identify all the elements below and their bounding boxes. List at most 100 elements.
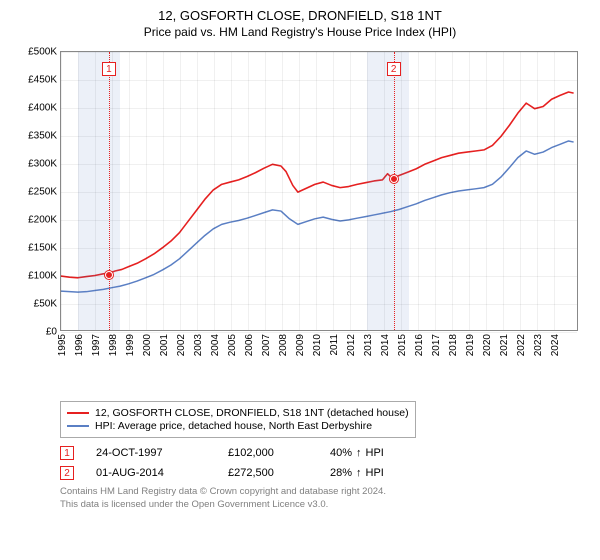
- y-axis-label: £500K: [28, 47, 57, 58]
- sale-date: 24-OCT-1997: [96, 447, 206, 459]
- y-axis-label: £250K: [28, 187, 57, 198]
- sale-marker-box: 2: [387, 62, 401, 76]
- x-axis-label: 2016: [414, 334, 425, 356]
- sale-marker-dot: [105, 271, 113, 279]
- gridline-v: [112, 52, 113, 330]
- x-axis-label: 1997: [91, 334, 102, 356]
- x-axis-label: 1996: [74, 334, 85, 356]
- x-axis-label: 2005: [227, 334, 238, 356]
- gridline-h: [61, 276, 577, 277]
- y-axis-label: £100K: [28, 271, 57, 282]
- x-axis-label: 2023: [533, 334, 544, 356]
- x-axis-label: 2020: [482, 334, 493, 356]
- gridline-v: [367, 52, 368, 330]
- footer-attribution: Contains HM Land Registry data © Crown c…: [60, 486, 590, 512]
- gridline-h: [61, 80, 577, 81]
- gridline-v: [197, 52, 198, 330]
- legend: 12, GOSFORTH CLOSE, DRONFIELD, S18 1NT (…: [60, 401, 416, 438]
- arrow-up-icon: ↑: [356, 467, 362, 479]
- sale-price: £102,000: [228, 447, 308, 459]
- legend-label: 12, GOSFORTH CLOSE, DRONFIELD, S18 1NT (…: [95, 407, 409, 419]
- footer-line-1: Contains HM Land Registry data © Crown c…: [60, 486, 590, 499]
- gridline-h: [61, 248, 577, 249]
- x-axis-label: 2003: [193, 334, 204, 356]
- gridline-v: [282, 52, 283, 330]
- x-axis-label: 2013: [363, 334, 374, 356]
- x-axis-label: 2021: [499, 334, 510, 356]
- gridline-v: [299, 52, 300, 330]
- gridline-v: [333, 52, 334, 330]
- gridline-v: [214, 52, 215, 330]
- sale-marker-dot: [390, 175, 398, 183]
- gridline-h: [61, 52, 577, 53]
- chart-container: 12, GOSFORTH CLOSE, DRONFIELD, S18 1NT P…: [0, 0, 600, 560]
- y-axis-label: £150K: [28, 243, 57, 254]
- gridline-v: [384, 52, 385, 330]
- sales-table: 124-OCT-1997£102,00040% ↑ HPI201-AUG-201…: [60, 446, 590, 480]
- x-axis-label: 2014: [380, 334, 391, 356]
- x-axis-label: 2002: [176, 334, 187, 356]
- gridline-h: [61, 164, 577, 165]
- sale-row: 124-OCT-1997£102,00040% ↑ HPI: [60, 446, 590, 460]
- chart-lines-svg: [61, 52, 577, 330]
- gridline-v: [95, 52, 96, 330]
- x-axis-label: 2019: [465, 334, 476, 356]
- x-axis-label: 2011: [329, 334, 340, 356]
- x-axis-label: 2004: [210, 334, 221, 356]
- gridline-v: [129, 52, 130, 330]
- legend-label: HPI: Average price, detached house, Nort…: [95, 420, 372, 432]
- y-axis-label: £350K: [28, 131, 57, 142]
- legend-swatch: [67, 425, 89, 427]
- gridline-v: [452, 52, 453, 330]
- gridline-v: [248, 52, 249, 330]
- y-axis-label: £0: [46, 327, 57, 338]
- sale-price: £272,500: [228, 467, 308, 479]
- x-axis-label: 2017: [431, 334, 442, 356]
- y-axis-label: £200K: [28, 215, 57, 226]
- y-axis-label: £450K: [28, 75, 57, 86]
- gridline-v: [401, 52, 402, 330]
- chart-title: 12, GOSFORTH CLOSE, DRONFIELD, S18 1NT: [10, 8, 590, 23]
- sale-index-box: 2: [60, 466, 74, 480]
- footer-line-2: This data is licensed under the Open Gov…: [60, 499, 590, 512]
- x-axis-label: 2012: [346, 334, 357, 356]
- x-axis-label: 2018: [448, 334, 459, 356]
- y-axis-label: £50K: [34, 299, 57, 310]
- gridline-v: [350, 52, 351, 330]
- gridline-v: [520, 52, 521, 330]
- gridline-v: [316, 52, 317, 330]
- chart-titles: 12, GOSFORTH CLOSE, DRONFIELD, S18 1NT P…: [10, 8, 590, 39]
- x-axis-label: 2007: [261, 334, 272, 356]
- x-axis-label: 1995: [57, 334, 68, 356]
- gridline-v: [61, 52, 62, 330]
- gridline-v: [231, 52, 232, 330]
- x-axis-label: 2001: [159, 334, 170, 356]
- gridline-v: [469, 52, 470, 330]
- y-axis-label: £400K: [28, 103, 57, 114]
- gridline-v: [503, 52, 504, 330]
- legend-row: HPI: Average price, detached house, Nort…: [67, 420, 409, 432]
- chart-area: £0£50K£100K£150K£200K£250K£300K£350K£400…: [10, 45, 590, 365]
- gridline-h: [61, 220, 577, 221]
- gridline-h: [61, 332, 577, 333]
- sale-pct: 28% ↑ HPI: [330, 467, 384, 479]
- x-axis-label: 2008: [278, 334, 289, 356]
- x-axis-label: 1998: [108, 334, 119, 356]
- sale-date: 01-AUG-2014: [96, 467, 206, 479]
- gridline-v: [146, 52, 147, 330]
- gridline-h: [61, 304, 577, 305]
- gridline-h: [61, 136, 577, 137]
- sale-marker-box: 1: [102, 62, 116, 76]
- sale-row: 2 01-AUG-2014 £272,500 28% ↑ HPI: [60, 466, 590, 480]
- gridline-v: [163, 52, 164, 330]
- sale-index-box: 1: [60, 446, 74, 460]
- gridline-v: [435, 52, 436, 330]
- legend-row: 12, GOSFORTH CLOSE, DRONFIELD, S18 1NT (…: [67, 407, 409, 419]
- gridline-v: [486, 52, 487, 330]
- series-line-subject: [61, 92, 574, 278]
- gridline-v: [180, 52, 181, 330]
- gridline-v: [418, 52, 419, 330]
- gridline-v: [265, 52, 266, 330]
- gridline-h: [61, 108, 577, 109]
- x-axis-label: 2015: [397, 334, 408, 356]
